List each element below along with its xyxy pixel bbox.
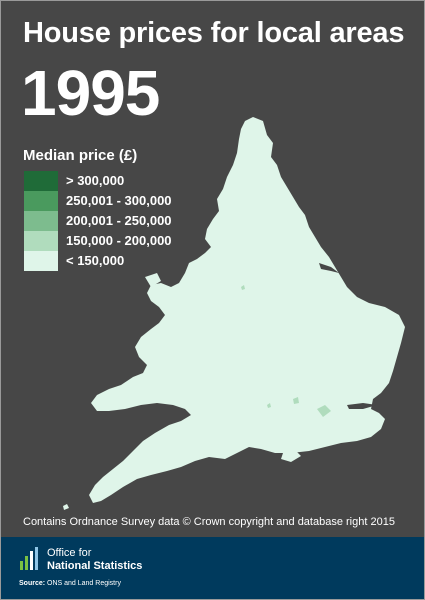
year-label: 1995 [21,57,160,129]
legend-swatch [24,211,58,231]
legend-item: 250,001 - 300,000 [24,191,224,211]
ons-name-line1: Office for [47,547,92,559]
humber-estuary [319,263,339,273]
oxford-area [267,403,271,408]
legend-swatch [24,171,58,191]
legend-label: 200,001 - 250,000 [66,213,172,228]
legend-swatch [24,231,58,251]
legend-label: > 300,000 [66,173,125,188]
page-title: House prices for local areas [23,17,405,49]
scilly-isles [63,504,69,510]
isle-of-wight [281,450,301,462]
ons-logo-icon [20,547,38,570]
legend: > 300,000 250,001 - 300,000 200,001 - 25… [24,171,224,271]
source-text: ONS and Land Registry [47,580,121,587]
anglesey [145,273,161,287]
legend-item: < 150,000 [24,251,224,271]
legend-item: 200,001 - 250,000 [24,211,224,231]
legend-item: > 300,000 [24,171,224,191]
thames-estuary [347,403,377,409]
source-label: Source: [19,580,46,587]
ons-wordmark: Office for National Statistics [47,547,142,573]
copyright-attribution: Contains Ordnance Survey data © Crown co… [23,516,395,528]
legend-label: 150,000 - 200,000 [66,233,172,248]
source-note: Source: ONS and Land Registry [19,580,121,587]
legend-swatch [24,191,58,211]
lake-district-area [241,285,245,290]
legend-label: < 150,000 [66,253,125,268]
london-area [317,405,331,417]
legend-title: Median price (£) [23,147,138,164]
legend-label: 250,001 - 300,000 [66,193,172,208]
ons-name-line2: National Statistics [47,560,143,572]
legend-item: 150,000 - 200,000 [24,231,224,251]
cambridge-area [293,397,299,404]
legend-swatch [24,251,58,271]
england-wales-map [63,117,405,510]
footer-bar: Office for National Statistics Source: O… [1,537,424,599]
